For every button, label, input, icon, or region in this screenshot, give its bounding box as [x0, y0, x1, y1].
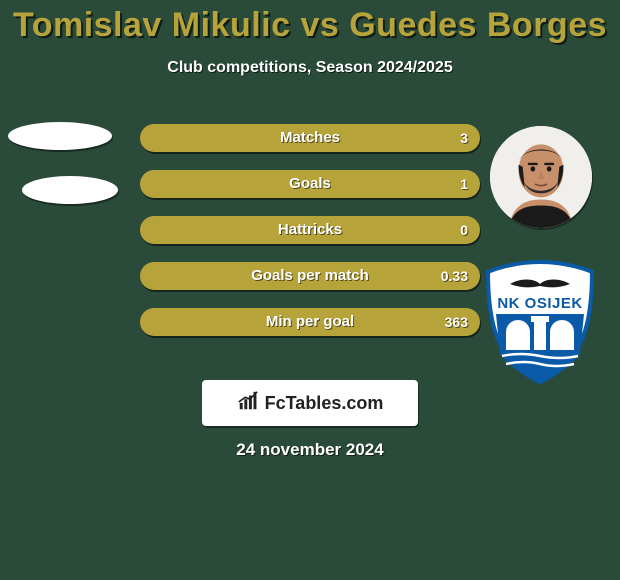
stat-value-right: 1	[460, 170, 468, 198]
club-badge: NK OSIJEK	[480, 258, 600, 386]
stat-label: Matches	[140, 124, 480, 152]
stat-bar: Hattricks 0	[140, 216, 480, 244]
chart-icon	[237, 390, 259, 417]
stat-bar: Goals per match 0.33	[140, 262, 480, 290]
stat-label: Goals per match	[140, 262, 480, 290]
stat-value-right: 3	[460, 124, 468, 152]
stat-bar: Matches 3	[140, 124, 480, 152]
player1-avatar-top	[8, 122, 112, 150]
stat-bar: Min per goal 363	[140, 308, 480, 336]
stat-bar: Goals 1	[140, 170, 480, 198]
stat-label: Goals	[140, 170, 480, 198]
club-badge-label: NK OSIJEK	[497, 295, 582, 312]
brand-text: FcTables.com	[265, 393, 384, 414]
brand-tag: FcTables.com	[202, 380, 418, 426]
page-subtitle: Club competitions, Season 2024/2025	[0, 59, 620, 77]
date-text: 24 november 2024	[0, 440, 620, 460]
stat-label: Min per goal	[140, 308, 480, 336]
stat-value-right: 0	[460, 216, 468, 244]
stat-value-right: 363	[445, 308, 468, 336]
stats-container: Matches 3 Goals 1 Hattricks 0 Goals per …	[140, 124, 480, 354]
page-title: Tomislav Mikulic vs Guedes Borges	[0, 0, 620, 45]
player2-avatar	[490, 126, 592, 228]
stat-label: Hattricks	[140, 216, 480, 244]
player1-avatar-bottom	[22, 176, 118, 204]
stat-value-right: 0.33	[441, 262, 468, 290]
